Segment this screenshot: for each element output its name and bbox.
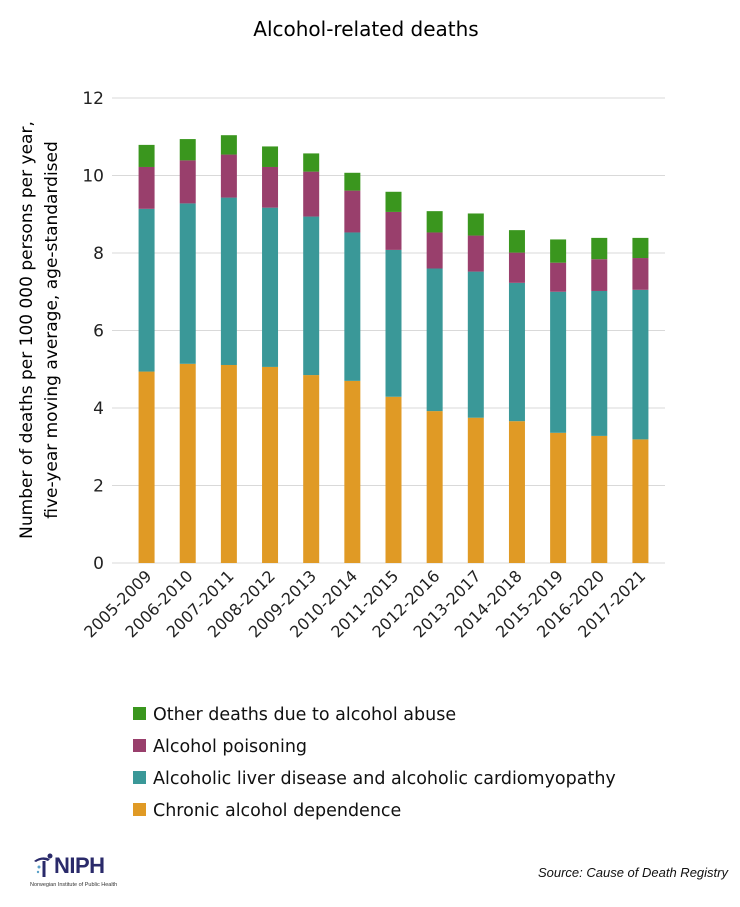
y-axis-label: Number of deaths per 100 000 persons per…: [17, 121, 62, 539]
y-tick-label: 8: [93, 244, 104, 264]
bar-segment: [426, 232, 443, 269]
bar-segment: [138, 166, 155, 209]
bar-segment: [303, 171, 320, 217]
bar-segment: [508, 252, 525, 283]
bar-segment: [632, 289, 649, 440]
bar-segment: [550, 291, 567, 433]
bar-segment: [591, 259, 608, 291]
legend-swatch: [133, 739, 146, 752]
legend-label: Other deaths due to alcohol abuse: [153, 705, 456, 725]
bar-segment: [467, 235, 484, 272]
bar-segment: [632, 237, 649, 259]
bar-segment: [385, 396, 402, 563]
bar-segment: [179, 139, 196, 161]
legend-swatch: [133, 707, 146, 720]
chart-title: Alcohol-related deaths: [253, 17, 478, 41]
bar-segment: [508, 421, 525, 563]
y-tick-label: 12: [82, 89, 104, 109]
legend-swatch: [133, 803, 146, 816]
logo-subtext: Norwegian Institute of Public Health: [30, 882, 118, 888]
y-axis-label-line-2: five-year moving average, age-standardis…: [42, 141, 62, 519]
bar-segment: [591, 435, 608, 563]
logo-text: NIPH: [54, 853, 105, 878]
bar-segment: [220, 154, 237, 198]
bar-segment: [426, 411, 443, 563]
y-tick-label: 0: [93, 554, 104, 574]
bar-segment: [220, 197, 237, 365]
bar-segment: [632, 439, 649, 563]
bar-segment: [303, 216, 320, 376]
bar-segment: [138, 371, 155, 563]
bar-segment: [344, 232, 361, 381]
legend-swatch: [133, 771, 146, 784]
y-axis-label-line-1: Number of deaths per 100 000 persons per…: [17, 121, 37, 539]
legend: Other deaths due to alcohol abuse Alcohol…: [133, 705, 616, 821]
y-tick-label: 10: [82, 167, 104, 187]
bar-segment: [632, 258, 649, 290]
bar-segment: [138, 144, 155, 167]
bar-segment: [220, 364, 237, 563]
niph-logo-icon: [34, 853, 53, 877]
bar-segment: [591, 290, 608, 436]
bar-segment: [467, 213, 484, 236]
bar-segment: [426, 268, 443, 412]
legend-label: Chronic alcohol dependence: [153, 801, 401, 821]
y-tick-label: 4: [93, 399, 104, 419]
source-note: Source: Cause of Death Registry: [537, 865, 728, 880]
bar-segment: [344, 380, 361, 563]
bar-segment: [262, 366, 279, 563]
bar-segment: [179, 363, 196, 563]
bar-segment: [179, 203, 196, 364]
bar-segment: [467, 271, 484, 418]
bar-segment: [426, 211, 443, 233]
bar-segment: [303, 153, 320, 172]
bar-segment: [385, 249, 402, 397]
y-tick-label: 6: [93, 322, 104, 342]
bar-segment: [138, 208, 155, 372]
bar-segment: [550, 432, 567, 563]
bar-segment: [591, 237, 608, 260]
bar-segment: [550, 239, 567, 263]
legend-label: Alcoholic liver disease and alcoholic ca…: [153, 769, 616, 789]
bar-segment: [550, 262, 567, 292]
bar-segment: [385, 211, 402, 250]
bar-segment: [262, 146, 279, 167]
y-tick-label: 2: [93, 477, 104, 497]
legend-label: Alcohol poisoning: [153, 737, 307, 757]
bar-segment: [220, 135, 237, 155]
bar-segment: [262, 207, 279, 367]
bar-segment: [179, 160, 196, 204]
bar-segment: [508, 282, 525, 422]
bar-segment: [262, 166, 279, 208]
bar-segment: [344, 190, 361, 233]
bar-segment: [467, 417, 484, 563]
bar-segment: [344, 172, 361, 191]
bar-segment: [303, 375, 320, 563]
bar-segment: [385, 191, 402, 212]
bar-segment: [508, 230, 525, 253]
